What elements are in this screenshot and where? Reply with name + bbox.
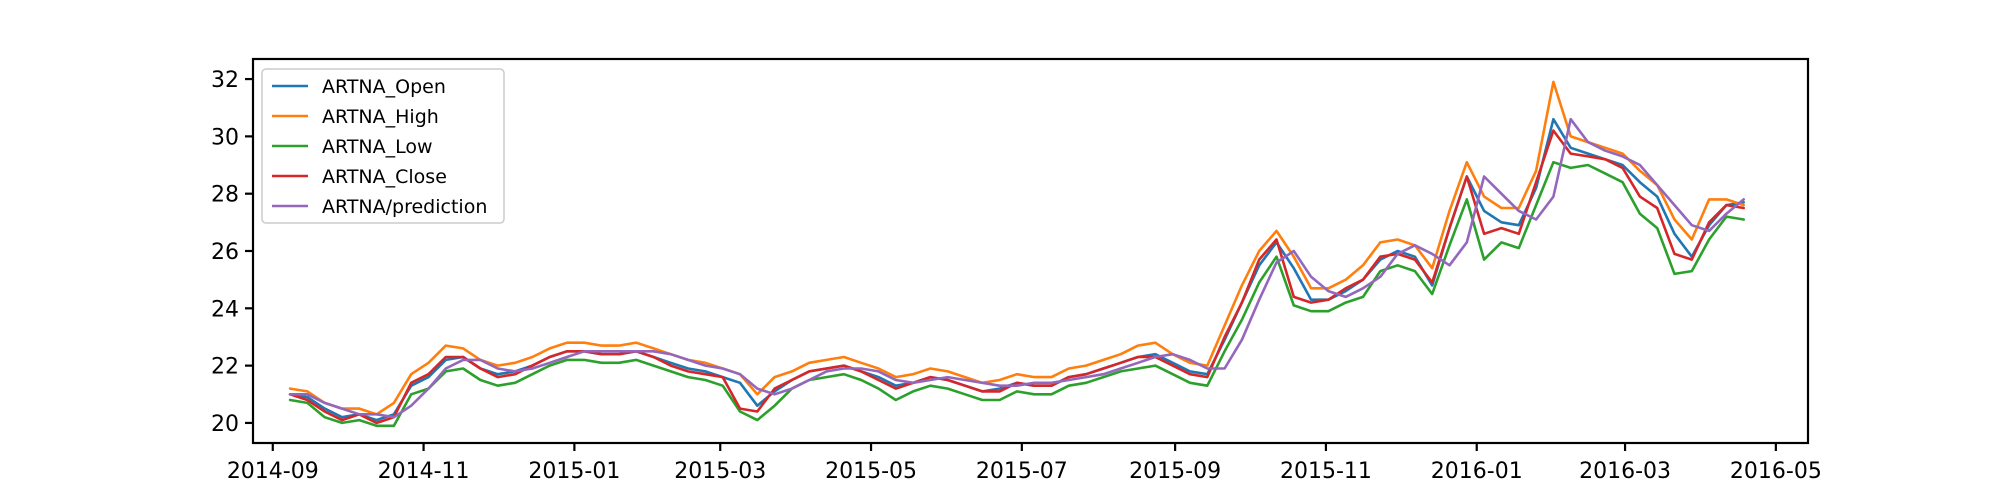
legend-label-2: ARTNA_Low — [322, 136, 433, 158]
y-tick-label-3: 26 — [211, 240, 239, 265]
series-line-3 — [288, 129, 1745, 425]
x-tick-label-6: 2015-09 — [1129, 459, 1221, 484]
x-tick-label-3: 2015-03 — [674, 459, 766, 484]
x-tick-label-10: 2016-05 — [1730, 459, 1822, 484]
x-tick-label-0: 2014-09 — [227, 459, 319, 484]
legend-label-0: ARTNA_Open — [322, 76, 446, 98]
x-tick-label-9: 2016-03 — [1579, 459, 1671, 484]
legend-label-4: ARTNA/prediction — [322, 196, 487, 218]
series-line-2 — [288, 160, 1745, 428]
x-tick-label-5: 2015-07 — [976, 459, 1068, 484]
x-tick-label-8: 2016-01 — [1431, 459, 1523, 484]
legend-label-3: ARTNA_Close — [322, 166, 447, 188]
series-layer — [288, 80, 1745, 428]
y-tick-label-1: 22 — [211, 355, 239, 380]
series-line-4 — [288, 117, 1745, 419]
y-tick-label-6: 32 — [211, 68, 239, 93]
x-tick-label-2: 2015-01 — [528, 459, 620, 484]
legend-label-1: ARTNA_High — [322, 106, 439, 128]
x-tick-label-7: 2015-11 — [1280, 459, 1372, 484]
y-tick-label-0: 20 — [211, 412, 239, 437]
series-line-1 — [288, 80, 1745, 416]
y-tick-label-4: 28 — [211, 183, 239, 208]
legend: ARTNA_Open ARTNA_High ARTNA_Low ARTNA_Close… — [261, 68, 505, 224]
legend-box — [261, 68, 505, 224]
x-tick-label-4: 2015-05 — [825, 459, 917, 484]
axes: 20 22 24 26 28 30 32 2014-09 2014-11 2015-01 2015-… — [211, 57, 1822, 484]
y-tick-label-5: 30 — [211, 125, 239, 150]
x-tick-label-1: 2014-11 — [378, 459, 470, 484]
y-tick-label-2: 24 — [211, 297, 239, 322]
